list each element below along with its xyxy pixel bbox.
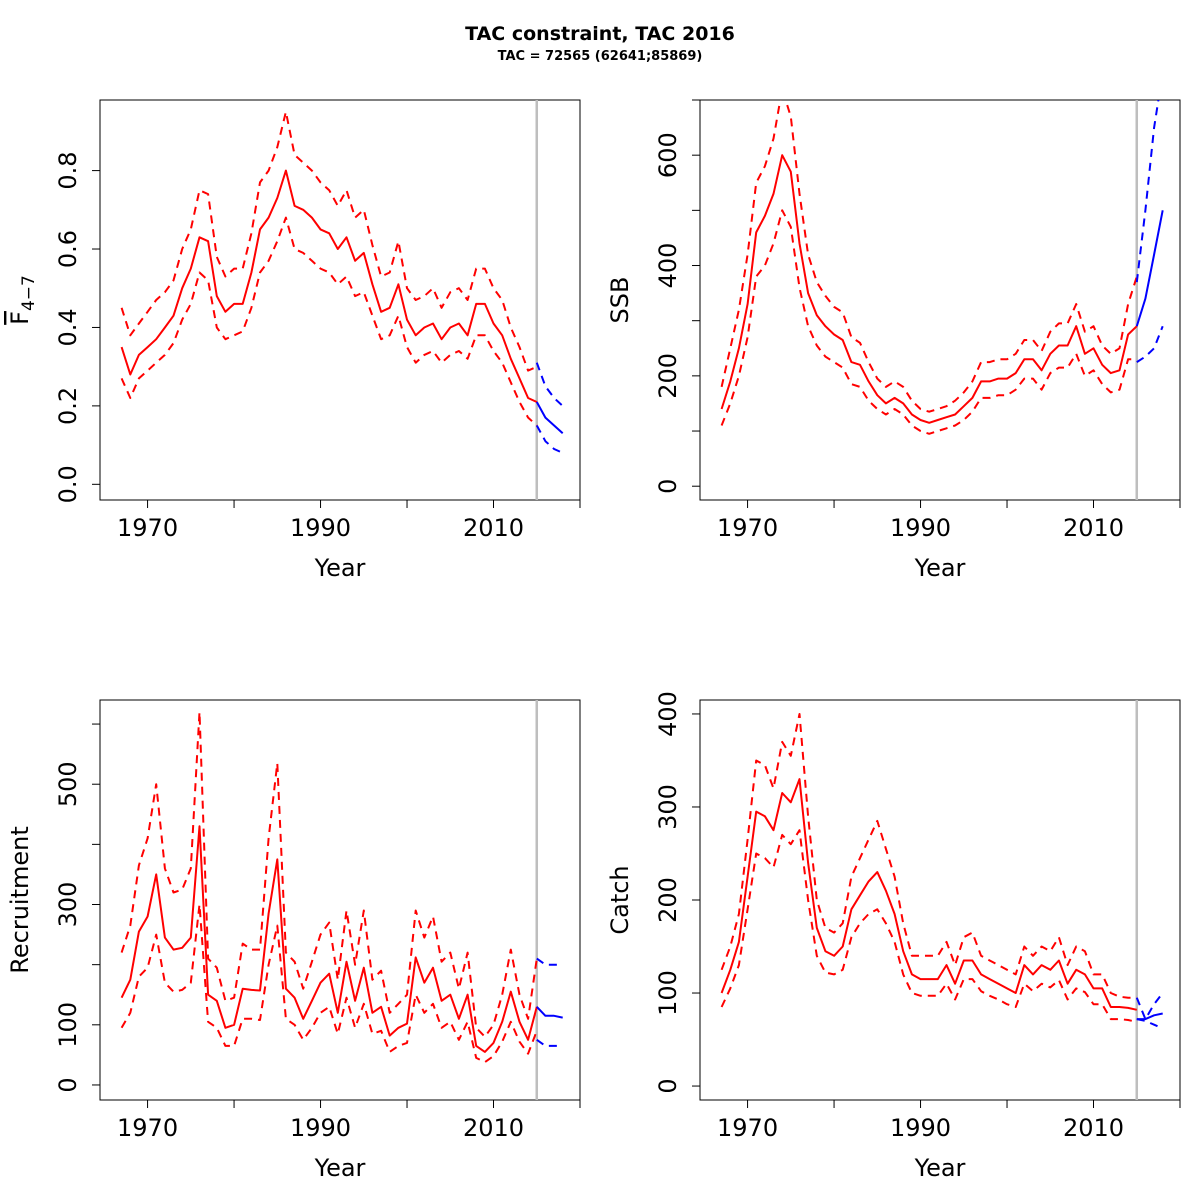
x-axis-label: Year xyxy=(314,554,366,582)
forecast-upper-line xyxy=(535,362,564,407)
panel-2: 1970 1990 2010 0 200 400 600 Year SSB xyxy=(606,99,1181,582)
x-tick-label: 1970 xyxy=(117,514,178,542)
forecast-median-line xyxy=(1136,1012,1163,1021)
y-tick-label: 0 xyxy=(654,479,682,494)
y-tick-label: 100 xyxy=(54,1002,82,1048)
y-tick-label: 600 xyxy=(654,132,682,178)
historical-upper-line xyxy=(720,100,1138,413)
x-axis-label: Year xyxy=(314,1154,366,1182)
y-tick-label: 200 xyxy=(654,353,682,399)
x-tick-label: 1990 xyxy=(290,1114,351,1142)
y-tick-label: 300 xyxy=(654,784,682,830)
y-axis-label: Recruitment xyxy=(6,826,34,973)
series-group xyxy=(120,110,564,454)
y-tick-label: 0 xyxy=(54,1077,82,1092)
x-tick-label: 1990 xyxy=(890,514,951,542)
historical-upper-line xyxy=(720,713,1137,999)
figure-subtitle: TAC = 72565 (62641;85869) xyxy=(498,49,703,64)
forecast-lower-line xyxy=(1136,325,1164,363)
historical-upper-line xyxy=(120,110,538,372)
historical-lower-line xyxy=(120,903,538,1064)
forecast-lower-line xyxy=(536,1038,563,1047)
forecast-median-line xyxy=(536,1006,563,1019)
y-tick-label: 0.6 xyxy=(54,230,82,268)
panel-1: 1970 1990 2010 0.0 0.2 0.4 0.6 0.8 Year F4−7 xyxy=(6,99,581,582)
y-tick-label: 400 xyxy=(654,691,682,737)
y-tick-label: 400 xyxy=(654,243,682,289)
x-tick-label: 2010 xyxy=(463,514,524,542)
plot-frame xyxy=(99,99,581,501)
forecast-upper-line xyxy=(1135,992,1164,1021)
panel-4: 1970 1990 2010 0 100 200 300 400 Year Catch xyxy=(606,691,1181,1182)
forecast-upper-line xyxy=(1135,100,1160,283)
x-axis-label: Year xyxy=(914,1154,966,1182)
historical-upper-line xyxy=(120,711,538,1038)
y-axis-label: SSB xyxy=(606,277,634,324)
historical-median-line xyxy=(720,778,1138,1011)
y-tick-label: 100 xyxy=(654,970,682,1016)
forecast-median-line xyxy=(535,401,564,435)
historical-median-line xyxy=(720,154,1138,424)
figure-title: TAC constraint, TAC 2016 xyxy=(465,23,735,45)
x-tick-label: 2010 xyxy=(1063,1114,1124,1142)
x-tick-label: 1990 xyxy=(890,1114,951,1142)
y-tick-label: 300 xyxy=(54,882,82,928)
forecast-upper-line xyxy=(536,957,563,966)
y-axis-label: Catch xyxy=(606,865,634,934)
series-group xyxy=(720,100,1164,435)
y-tick-label: 200 xyxy=(654,877,682,923)
plot-frame xyxy=(699,99,1181,501)
y-axis-label: F4−7 xyxy=(6,275,39,325)
x-tick-label: 2010 xyxy=(1063,514,1124,542)
x-tick-label: 1970 xyxy=(717,514,778,542)
historical-median-line xyxy=(120,169,538,403)
y-tick-label: 0.2 xyxy=(54,387,82,425)
x-tick-label: 1970 xyxy=(117,1114,178,1142)
x-axis-label: Year xyxy=(914,554,966,582)
y-tick-label: 0.4 xyxy=(54,308,82,346)
panel-3: 1970 1990 2010 0 100 300 500 Year Recruitment xyxy=(6,699,581,1182)
y-tick-label: 500 xyxy=(54,761,82,807)
y-tick-label: 0.8 xyxy=(54,152,82,190)
plot-frame xyxy=(99,699,581,1101)
y-tick-label: 0 xyxy=(654,1078,682,1093)
y-tick-label: 0.0 xyxy=(54,465,82,503)
x-tick-label: 1970 xyxy=(717,1114,778,1142)
plot-frame xyxy=(699,699,1181,1101)
historical-median-line xyxy=(120,825,538,1053)
forecast-median-line xyxy=(1135,210,1164,327)
forecast-lower-line xyxy=(535,425,564,454)
series-group xyxy=(720,713,1164,1030)
x-tick-label: 2010 xyxy=(463,1114,524,1142)
historical-lower-line xyxy=(720,209,1137,435)
series-group xyxy=(120,711,563,1064)
forecast-lower-line xyxy=(1136,1018,1164,1030)
x-tick-label: 1990 xyxy=(290,514,351,542)
historical-lower-line xyxy=(720,829,1138,1023)
historical-lower-line xyxy=(120,216,538,427)
